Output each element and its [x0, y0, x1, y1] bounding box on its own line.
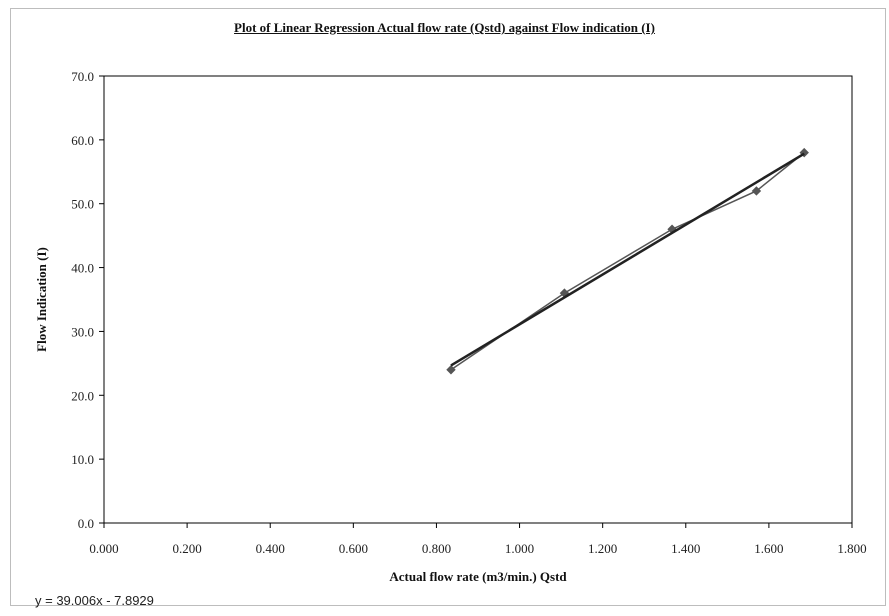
y-tick-label: 0.0: [78, 516, 94, 531]
x-tick-label: 0.200: [172, 541, 201, 556]
trendline-equation: y = 39.006x - 7.8929: [35, 593, 154, 608]
y-tick-label: 20.0: [71, 388, 94, 403]
x-tick-label: 1.200: [588, 541, 617, 556]
data-point: [446, 365, 456, 375]
x-axis-title: Actual flow rate (m3/min.) Qstd: [389, 569, 567, 584]
y-tick-label: 40.0: [71, 261, 94, 276]
trendline: [450, 152, 805, 367]
x-tick-label: 1.600: [754, 541, 783, 556]
y-tick-label: 30.0: [71, 324, 94, 339]
x-tick-label: 1.800: [837, 541, 866, 556]
y-tick-label: 60.0: [71, 133, 94, 148]
chart-title: Plot of Linear Regression Actual flow ra…: [234, 20, 655, 35]
data-point: [751, 186, 762, 196]
chart-frame: [10, 8, 886, 606]
y-tick-label: 10.0: [71, 452, 94, 467]
x-tick-label: 1.000: [505, 541, 534, 556]
x-tick-label: 0.800: [422, 541, 451, 556]
x-tick-label: 1.400: [671, 541, 700, 556]
y-tick-label: 50.0: [71, 197, 94, 212]
x-tick-label: 0.600: [339, 541, 368, 556]
x-tick-label: 0.400: [256, 541, 285, 556]
y-axis-title: Flow Indication (I): [34, 247, 49, 352]
y-tick-label: 70.0: [71, 69, 94, 84]
x-tick-label: 0.000: [89, 541, 118, 556]
plot-area: [103, 75, 853, 524]
